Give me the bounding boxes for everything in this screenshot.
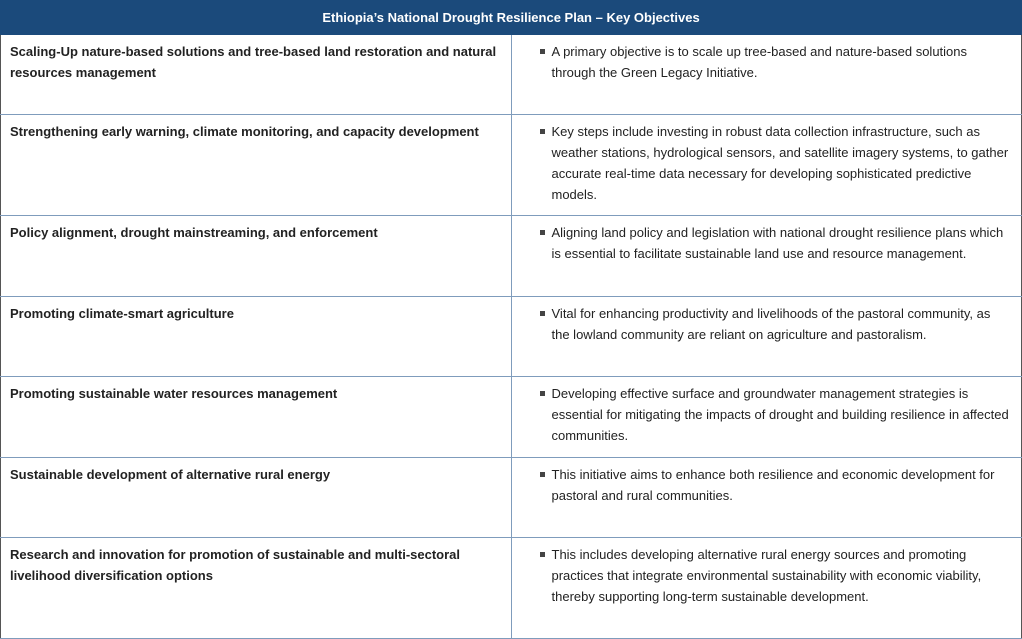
description-text: Vital for enhancing productivity and liv… <box>551 306 991 342</box>
bullet-icon <box>539 49 545 54</box>
table-row: Research and innovation for promotion of… <box>0 537 1022 639</box>
description-cell: This initiative aims to enhance both res… <box>510 457 1022 538</box>
table-row: Strengthening early warning, climate mon… <box>0 114 1022 216</box>
table-row: Promoting climate-smart agriculture Vita… <box>0 296 1022 377</box>
table-title: Ethiopia’s National Drought Resilience P… <box>0 0 1022 35</box>
description-cell: A primary objective is to scale up tree-… <box>510 34 1022 115</box>
table-row: Promoting sustainable water resources ma… <box>0 376 1022 458</box>
description-cell: Key steps include investing in robust da… <box>510 114 1022 216</box>
table-row: Scaling-Up nature-based solutions and tr… <box>0 34 1022 115</box>
objective-cell: Sustainable development of alternative r… <box>0 457 512 538</box>
description-text: This includes developing alternative rur… <box>551 547 982 604</box>
description-text: A primary objective is to scale up tree-… <box>551 44 968 80</box>
description-cell: Aligning land policy and legislation wit… <box>510 215 1022 297</box>
description-text: Aligning land policy and legislation wit… <box>551 225 1004 261</box>
description-cell: Vital for enhancing productivity and liv… <box>510 296 1022 377</box>
bullet-icon <box>539 129 545 134</box>
table-row: Sustainable development of alternative r… <box>0 457 1022 538</box>
table-row: Policy alignment, drought mainstreaming,… <box>0 215 1022 297</box>
objective-cell: Strengthening early warning, climate mon… <box>0 114 512 216</box>
objective-cell: Research and innovation for promotion of… <box>0 537 512 639</box>
bullet-icon <box>539 230 545 235</box>
description-cell: This includes developing alternative rur… <box>510 537 1022 639</box>
objective-cell: Policy alignment, drought mainstreaming,… <box>0 215 512 297</box>
bullet-icon <box>539 472 545 477</box>
bullet-icon <box>539 391 545 396</box>
objective-cell: Promoting climate-smart agriculture <box>0 296 512 377</box>
description-text: This initiative aims to enhance both res… <box>551 467 995 503</box>
objective-cell: Promoting sustainable water resources ma… <box>0 376 512 458</box>
objective-cell: Scaling-Up nature-based solutions and tr… <box>0 34 512 115</box>
description-cell: Developing effective surface and groundw… <box>510 376 1022 458</box>
bullet-icon <box>539 552 545 557</box>
description-text: Key steps include investing in robust da… <box>551 124 1009 202</box>
description-text: Developing effective surface and groundw… <box>551 386 1009 443</box>
bullet-icon <box>539 311 545 316</box>
